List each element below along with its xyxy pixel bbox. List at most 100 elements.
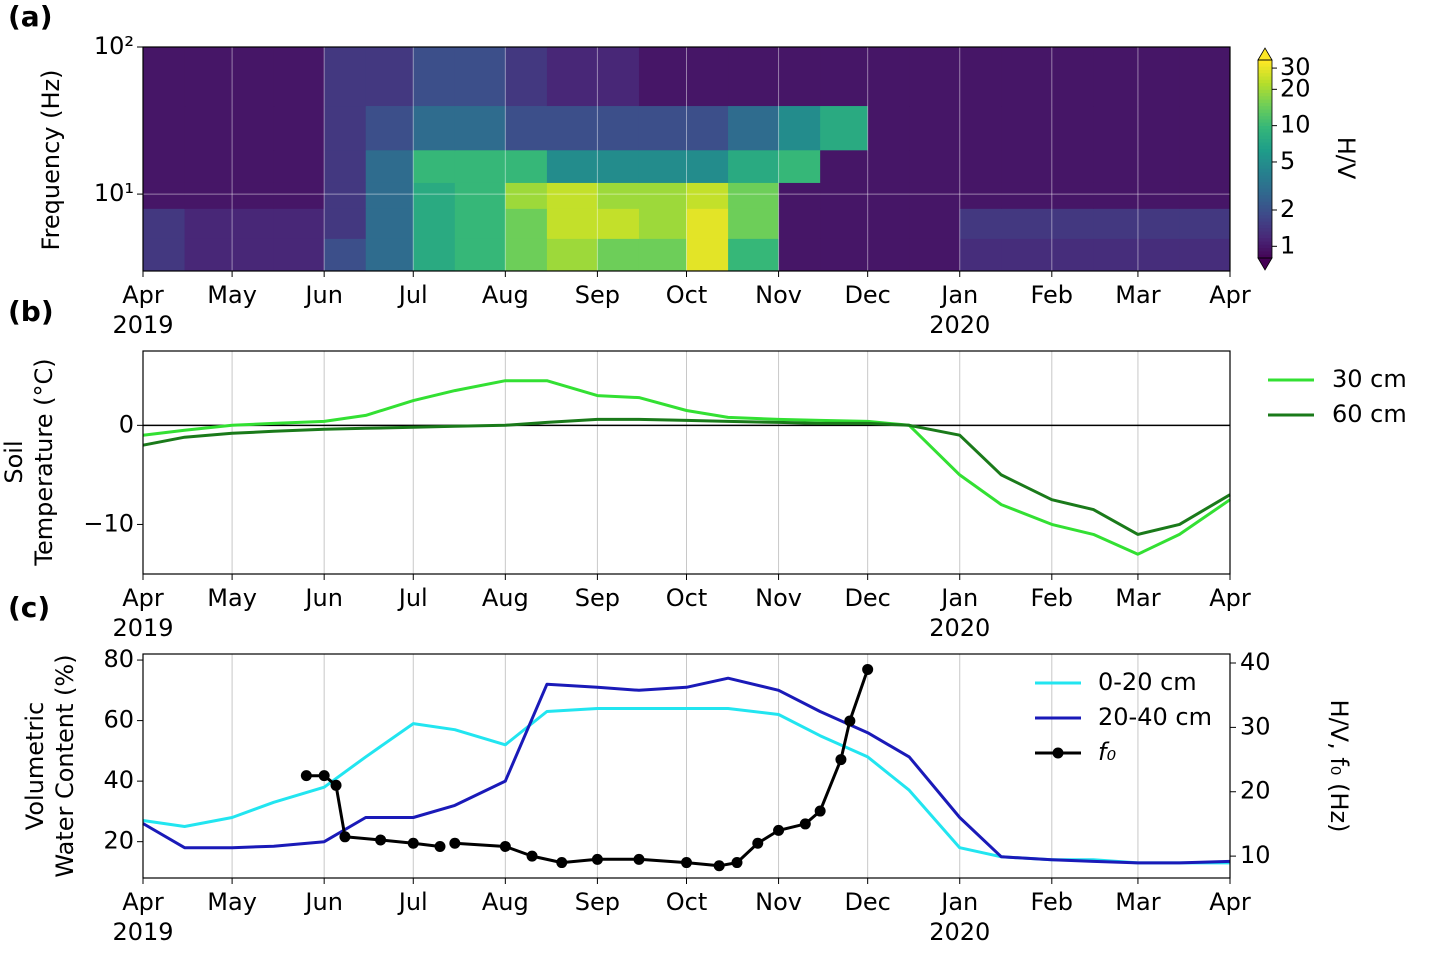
heatmap-cell xyxy=(597,182,640,209)
heatmap-cell xyxy=(597,47,640,107)
x-tick-label: Apr xyxy=(1209,584,1251,612)
heatmap-cell xyxy=(546,105,598,151)
x-tick-label: Feb xyxy=(1031,281,1074,309)
heatmap-cell xyxy=(1093,149,1139,183)
heatmap-cell xyxy=(820,182,869,209)
legend-label: 60 cm xyxy=(1332,400,1407,428)
colorbar xyxy=(1258,152,1272,157)
y-axis-label: Volumetric xyxy=(21,702,49,830)
colorbar xyxy=(1258,215,1272,219)
heatmap-cell xyxy=(365,238,414,272)
heatmap-cell xyxy=(273,238,325,272)
heatmap-cell xyxy=(505,208,548,239)
colorbar xyxy=(1258,172,1272,176)
colorbar xyxy=(1258,76,1272,81)
heatmap-cell xyxy=(638,208,687,239)
heatmap-cell xyxy=(232,238,275,272)
x-tick-label: Apr xyxy=(1209,281,1251,309)
y-tick-label: 10² xyxy=(94,32,134,60)
heatmap-cell xyxy=(324,105,367,151)
heatmap-cell xyxy=(365,182,414,209)
x-tick-label: May xyxy=(207,888,257,916)
heatmap-cell xyxy=(505,149,548,183)
x-tick-label: May xyxy=(207,281,257,309)
heatmap-cell xyxy=(1001,182,1053,209)
heatmap-cell xyxy=(143,238,186,272)
heatmap-cell xyxy=(959,47,1002,107)
colorbar xyxy=(1258,66,1272,71)
colorbar xyxy=(1258,254,1272,259)
x-tick-label: Dec xyxy=(844,281,890,309)
heatmap-cell xyxy=(143,182,186,209)
heatmap-cell xyxy=(454,105,506,151)
colorbar xyxy=(1258,182,1272,186)
x-tick-label: Apr xyxy=(1209,888,1251,916)
marker xyxy=(773,824,785,836)
colorbar xyxy=(1258,73,1272,77)
heatmap-cell xyxy=(413,208,456,239)
marker xyxy=(330,779,342,791)
marker xyxy=(835,754,847,766)
heatmap-cell xyxy=(638,182,687,209)
heatmap-cell xyxy=(505,182,548,209)
heatmap-cell xyxy=(778,105,821,151)
marker xyxy=(633,853,645,865)
x-tick-label: Jan xyxy=(939,281,978,309)
heatmap-cell xyxy=(184,238,233,272)
marker xyxy=(752,837,764,849)
heatmap-cell xyxy=(1179,208,1231,239)
heatmap-cell xyxy=(324,208,367,239)
marker xyxy=(731,857,743,869)
x-tick-label: Jul xyxy=(397,281,428,309)
line-series xyxy=(306,668,870,868)
colorbar xyxy=(1258,109,1272,114)
heatmap-cell xyxy=(686,208,729,239)
heatmap-cell xyxy=(959,182,1002,209)
colorbar xyxy=(1258,135,1272,140)
heatmap-cell xyxy=(184,208,233,239)
marker xyxy=(814,805,826,817)
x-tick-label: Sep xyxy=(575,888,620,916)
colorbar xyxy=(1258,248,1272,252)
colorbar xyxy=(1258,218,1272,223)
heatmap-cell xyxy=(597,238,640,272)
heatmap-cell xyxy=(232,208,275,239)
x-tick-label: Aug xyxy=(482,584,529,612)
marker xyxy=(844,715,856,727)
colorbar xyxy=(1258,132,1272,137)
colorbar xyxy=(1258,231,1272,236)
heatmap-cell xyxy=(909,105,961,151)
heatmap-cell xyxy=(638,47,687,107)
heatmap-cell xyxy=(867,47,910,107)
colorbar-tick-label: 30 xyxy=(1280,53,1311,81)
heatmap-cell xyxy=(1093,105,1139,151)
x-tick-label: Jul xyxy=(397,584,428,612)
y-tick-label: 80 xyxy=(103,645,134,673)
heatmap-cell xyxy=(143,208,186,239)
y-axis-label: Water Content (%) xyxy=(51,654,79,877)
x-tick-label: Apr xyxy=(122,281,164,309)
heatmap-cell xyxy=(143,47,186,107)
heatmap-cell xyxy=(232,105,275,151)
heatmap-cell xyxy=(184,182,233,209)
heatmap-cell xyxy=(867,105,910,151)
colorbar xyxy=(1258,195,1272,200)
x-tick-label: Nov xyxy=(755,281,802,309)
heatmap-cell xyxy=(546,149,598,183)
x-tick-year-label: 2020 xyxy=(929,614,990,642)
heatmap-cell xyxy=(232,149,275,183)
x-tick-year-label: 2019 xyxy=(112,918,173,946)
heatmap-cell xyxy=(686,105,729,151)
heatmap-cell xyxy=(232,47,275,107)
heatmap-cell xyxy=(1051,47,1094,107)
colorbar xyxy=(1258,211,1272,216)
heatmap-cell xyxy=(909,208,961,239)
heatmap-cell xyxy=(778,208,821,239)
heatmap-cell xyxy=(959,208,1002,239)
colorbar xyxy=(1258,205,1272,209)
x-tick-label: Jul xyxy=(397,888,428,916)
heatmap-cell xyxy=(1179,149,1231,183)
y-axis-label: Soil xyxy=(0,440,28,483)
colorbar xyxy=(1258,159,1272,163)
